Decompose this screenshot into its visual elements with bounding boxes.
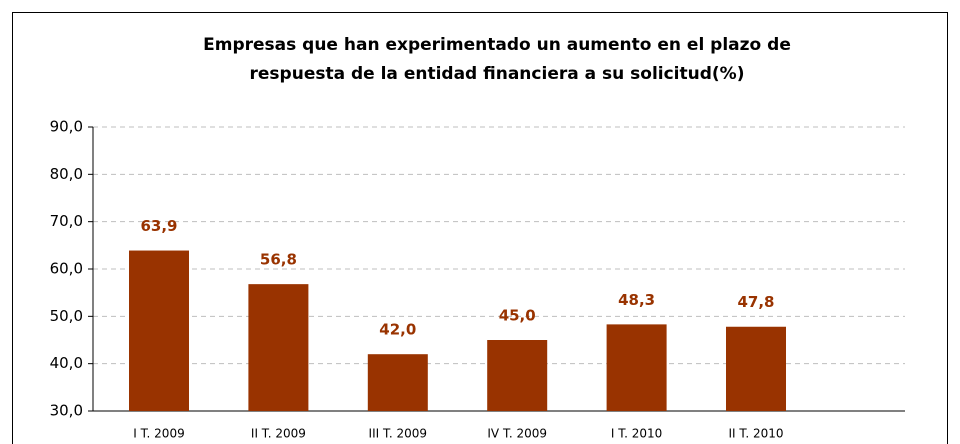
- bar: [248, 284, 309, 411]
- data-label: 45,0: [499, 307, 536, 325]
- bar: [367, 354, 428, 411]
- x-tick-label: I T. 2010: [611, 427, 662, 441]
- y-tick-label: 80,0: [50, 165, 83, 183]
- bar: [726, 326, 786, 411]
- x-tick-label: I T. 2009: [133, 427, 184, 441]
- chart-title: respuesta de la entidad financiera a su …: [250, 64, 745, 84]
- y-tick-label: 40,0: [50, 354, 83, 372]
- bar: [129, 250, 189, 411]
- y-tick-label: 30,0: [50, 402, 83, 420]
- data-label: 63,9: [140, 217, 177, 235]
- y-tick-label: 60,0: [50, 260, 83, 278]
- data-label: 42,0: [379, 321, 416, 339]
- x-tick-label: II T. 2010: [729, 427, 784, 441]
- chart-title: Empresas que han experimentado un aument…: [203, 35, 791, 55]
- bar: [487, 340, 548, 411]
- y-tick-label: 70,0: [50, 212, 83, 230]
- data-label: 56,8: [260, 251, 297, 269]
- data-label: 48,3: [618, 291, 655, 309]
- y-tick-label: 50,0: [50, 307, 83, 325]
- x-tick-label: III T. 2009: [369, 427, 428, 441]
- data-label: 47,8: [737, 293, 774, 311]
- bar: [606, 324, 667, 411]
- x-tick-label: IV T. 2009: [487, 427, 547, 441]
- y-tick-label: 90,0: [50, 118, 83, 136]
- x-tick-label: II T. 2009: [251, 427, 306, 441]
